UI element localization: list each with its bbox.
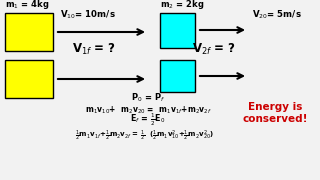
Bar	[5, 13, 53, 51]
Bar	[5, 60, 53, 98]
Text: m$_2$ = 2kg: m$_2$ = 2kg	[160, 0, 204, 11]
Text: V$_{20}$= 5m/s: V$_{20}$= 5m/s	[252, 8, 302, 21]
Text: V$_{2f}$ = ?: V$_{2f}$ = ?	[192, 42, 236, 57]
Text: V$_{10}$= 10m/s: V$_{10}$= 10m/s	[60, 8, 116, 21]
Bar	[160, 60, 195, 92]
Text: E$_f$ = $\frac{1}{2}$E$_0$: E$_f$ = $\frac{1}{2}$E$_0$	[130, 112, 166, 128]
Bar	[160, 13, 195, 48]
Text: V$_{1f}$ = ?: V$_{1f}$ = ?	[72, 42, 116, 57]
Text: m$_1$v$_{10}$+  m$_2$v$_{20}$ =  m$_1$v$_{1f}$+m$_2$v$_{2f}$: m$_1$v$_{10}$+ m$_2$v$_{20}$ = m$_1$v$_{…	[84, 105, 212, 116]
Text: conserved!: conserved!	[242, 114, 308, 124]
Text: P$_0$ = P$_f$: P$_0$ = P$_f$	[131, 91, 165, 104]
Text: $\frac{1}{2}$m$_1$v$_{1f}$+$\frac{1}{2}$m$_2$v$_{2f}$ = $\frac{1}{2}$  ($\frac{1: $\frac{1}{2}$m$_1$v$_{1f}$+$\frac{1}{2}$…	[76, 129, 215, 143]
Text: Energy is: Energy is	[248, 102, 302, 112]
Text: m$_1$ = 4kg: m$_1$ = 4kg	[5, 0, 49, 11]
